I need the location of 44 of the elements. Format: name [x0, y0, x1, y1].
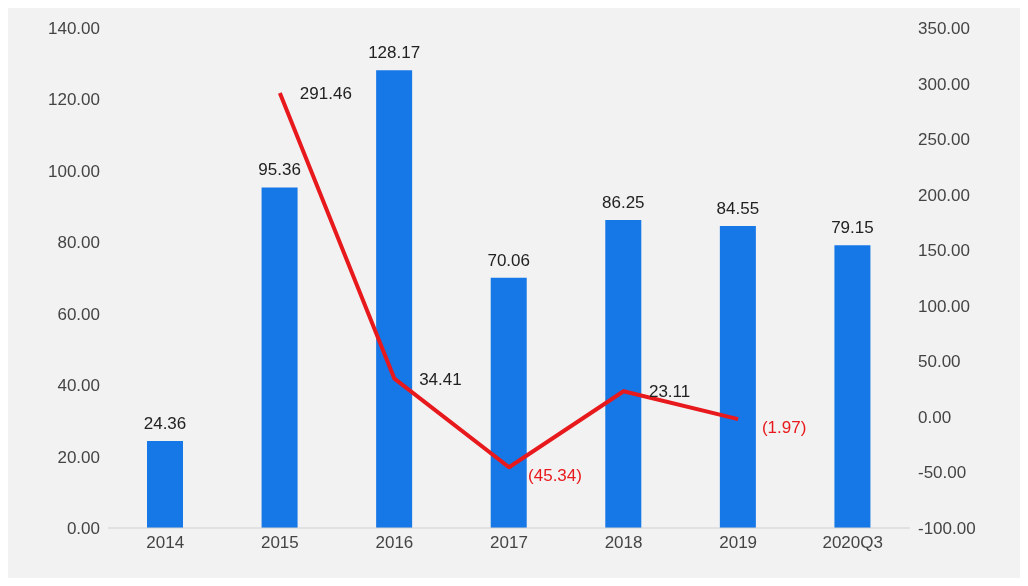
y-tick-label: 140.00: [48, 19, 100, 39]
y-tick-label: 0.00: [66, 519, 100, 539]
data-label: 95.36: [258, 160, 301, 180]
y-tick-label: 20.00: [57, 447, 100, 467]
y2-tick-label: 50.00: [918, 352, 961, 372]
data-label: 23.11: [648, 382, 691, 402]
data-label: 84.55: [716, 199, 760, 219]
y2-tick-label: 350.00: [918, 19, 970, 39]
y2-tick-label: 300.00: [918, 74, 970, 94]
data-label: (45.34): [528, 466, 582, 486]
y2-tick-label: 0.00: [918, 407, 952, 427]
data-label: 291.46: [299, 84, 352, 104]
bar: [719, 226, 756, 528]
y-tick-label: 40.00: [57, 376, 100, 396]
y2-tick-label: 250.00: [918, 130, 970, 150]
x-tick-label: 2018: [604, 533, 643, 553]
data-label: 70.06: [487, 250, 530, 270]
bar: [834, 245, 871, 528]
y2-tick-label: -50.00: [918, 463, 967, 483]
x-tick-label: 2019: [719, 533, 758, 553]
bar: [490, 277, 527, 528]
bar: [147, 441, 183, 528]
y2-tick-label: 200.00: [918, 185, 970, 205]
x-tick-label: 2014: [146, 533, 185, 553]
y-tick-label: 120.00: [48, 90, 100, 110]
data-label: 24.36: [143, 414, 187, 433]
data-label: 79.15: [831, 218, 874, 238]
x-tick-label: 2020Q3: [822, 533, 883, 553]
data-label: 128.17: [368, 43, 421, 63]
bar: [376, 70, 413, 528]
y-tick-label: 60.00: [57, 304, 100, 324]
x-tick-label: 2015: [260, 533, 299, 553]
x-tick-label: 2017: [490, 533, 528, 553]
y-tick-label: 100.00: [48, 161, 100, 181]
y2-tick-label: 150.00: [918, 241, 970, 261]
x-tick-label: 2016: [375, 533, 414, 553]
data-label: (1.97): [761, 418, 807, 438]
y2-tick-label: -100.00: [918, 519, 976, 539]
bar: [605, 219, 642, 528]
bar: [261, 187, 298, 528]
y2-tick-label: 100.00: [918, 296, 970, 316]
data-label: 86.25: [602, 192, 645, 212]
y-tick-label: 80.00: [57, 233, 100, 253]
data-label: 34.41: [419, 369, 462, 389]
